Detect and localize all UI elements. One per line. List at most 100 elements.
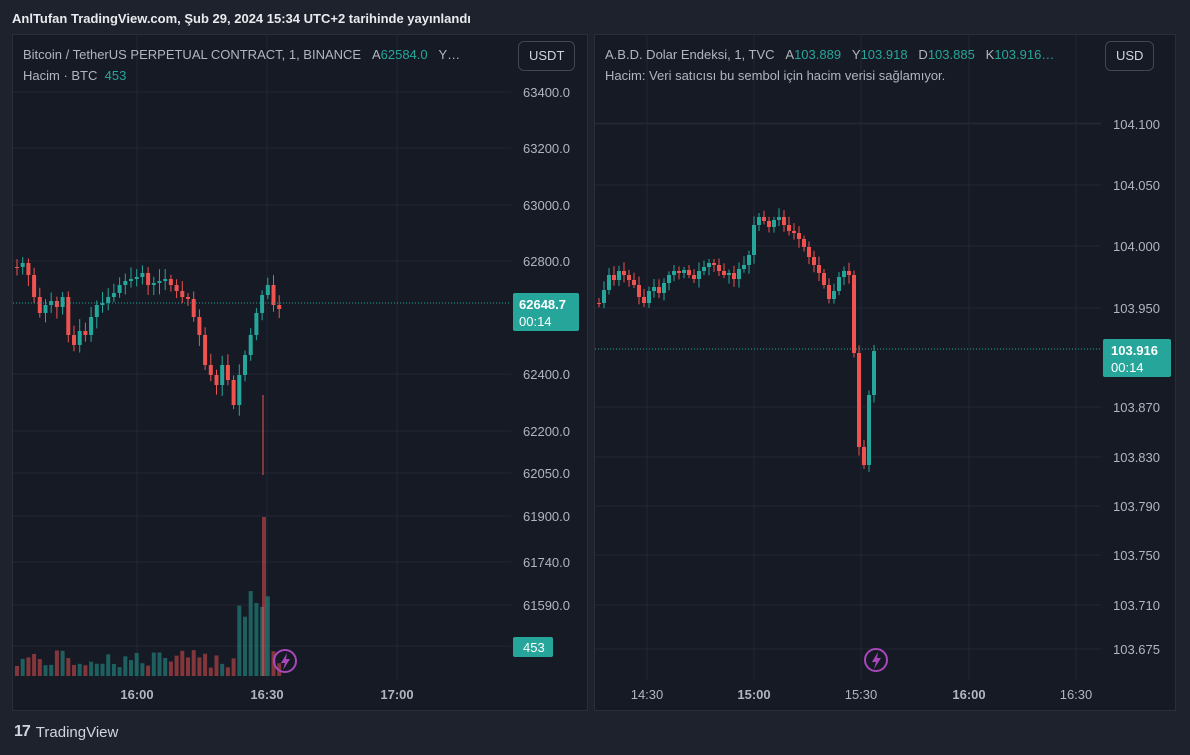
candle-body: [77, 331, 82, 345]
y-tick-label: 61900.0: [523, 509, 570, 524]
candle-body: [607, 275, 611, 290]
candle-body: [672, 271, 676, 275]
candle-body: [652, 287, 656, 291]
volume-bar: [37, 659, 42, 676]
btc-symbol[interactable]: Bitcoin / TetherUS PERPETUAL CONTRACT, 1…: [23, 47, 362, 62]
volume-bar: [100, 663, 105, 676]
candle-body: [134, 277, 139, 279]
candle-body: [129, 279, 133, 281]
candle-body: [106, 297, 111, 303]
volume-bar: [174, 655, 179, 676]
candle-body: [20, 263, 25, 267]
volume-bar: [94, 663, 99, 676]
candle-body: [867, 395, 871, 465]
candle-body: [231, 380, 236, 405]
candle-body: [15, 267, 19, 268]
dxy-l-label: D: [918, 47, 928, 62]
currency-button-usd[interactable]: USD: [1105, 41, 1155, 71]
candle-body: [722, 271, 726, 275]
volume-bar: [265, 596, 270, 676]
volume-bar: [134, 652, 139, 676]
y-tick-label: 62200.0: [523, 424, 570, 439]
volume-bar: [123, 656, 128, 676]
btc-legend[interactable]: Bitcoin / TetherUS PERPETUAL CONTRACT, 1…: [23, 47, 460, 62]
y-tick-label: 103.870: [1113, 400, 1160, 415]
candle-body: [732, 273, 736, 279]
volume-bar: [262, 517, 266, 676]
x-tick-label: 15:00: [737, 687, 770, 702]
dxy-chart-canvas[interactable]: 104.100 104.050 104.000 103.950 103.870 103.8…: [595, 35, 1176, 711]
candle-body: [225, 365, 230, 380]
candle-body: [174, 285, 179, 291]
candle-body: [842, 271, 846, 277]
volume-bar: [248, 591, 253, 676]
dxy-legend[interactable]: A.B.D. Dolar Endeksi, 1, TVC A103.889 Y1…: [605, 47, 1054, 62]
last-price-badge: [513, 293, 579, 331]
volume-bar: [237, 605, 242, 676]
candle-body: [857, 353, 861, 447]
countdown-timer: 00:14: [1111, 360, 1144, 375]
candle-body: [807, 247, 811, 257]
candle-body: [817, 265, 821, 273]
volume-bar: [83, 665, 88, 676]
volume-bar: [111, 663, 116, 676]
volume-bar: [129, 660, 133, 676]
candle-body: [43, 305, 48, 313]
candle-body: [752, 225, 756, 255]
lightning-icon: [864, 648, 888, 672]
candle-body: [852, 275, 856, 353]
volume-bar: [140, 663, 145, 676]
y-tick-label: 61590.0: [523, 598, 570, 613]
candle-body: [647, 291, 651, 303]
volume-bar: [191, 650, 196, 676]
y-tick-label: 62400.0: [523, 367, 570, 382]
candle-body: [208, 365, 213, 375]
candle-body: [123, 281, 128, 285]
candle-body: [111, 293, 116, 297]
btc-chart-canvas[interactable]: 63400.0 63200.0 63000.0 62800.0 62400.0 62200…: [13, 35, 588, 711]
candle-body: [762, 217, 766, 221]
y-tick-label: 63200.0: [523, 141, 570, 156]
candle-body: [627, 275, 631, 280]
candle-body: [243, 355, 247, 375]
candle-body: [757, 217, 761, 225]
volume-bar: [220, 663, 225, 676]
candle-body: [117, 285, 122, 293]
volume-bar: [146, 665, 151, 676]
candle-body: [637, 285, 641, 297]
y-tick-label: 62050.0: [523, 466, 570, 481]
chart-pane-dxy[interactable]: 104.100 104.050 104.000 103.950 103.870 103.8…: [594, 34, 1176, 711]
volume-bar: [49, 664, 54, 676]
y-tick-label: 61740.0: [523, 555, 570, 570]
candle-body: [702, 267, 706, 271]
dxy-symbol[interactable]: A.B.D. Dolar Endeksi, 1, TVC: [605, 47, 775, 62]
lightning-icon: [273, 649, 297, 673]
candle-body: [140, 273, 145, 277]
candle-body: [767, 221, 771, 227]
btc-volume-legend[interactable]: Hacim · BTC 453: [23, 68, 126, 83]
volume-bar: [231, 658, 236, 676]
candle-body: [163, 279, 168, 281]
candle-body: [822, 273, 826, 285]
dxy-h-label: Y: [851, 47, 861, 62]
candle-body: [271, 285, 276, 305]
volume-bar: [117, 667, 122, 676]
lightning-icon: [281, 653, 290, 670]
currency-button-usdt[interactable]: USDT: [518, 41, 576, 71]
candle-body: [622, 271, 626, 275]
chart-pane-btcusdt[interactable]: 63400.0 63200.0 63000.0 62800.0 62400.0 62200…: [12, 34, 588, 711]
candle-body: [642, 297, 646, 303]
candle-body: [802, 239, 806, 247]
candle-body: [832, 291, 836, 299]
candle-body: [692, 275, 696, 279]
last-price-value: 103.916: [1111, 343, 1158, 358]
lightning-icon: [872, 652, 881, 669]
footer-branding[interactable]: 17 TradingView: [14, 723, 118, 741]
candle-body: [837, 277, 841, 291]
candle-body: [83, 331, 88, 335]
candle-body: [772, 220, 776, 227]
published-caption: AnlTufan TradingView.com, Şub 29, 2024 1…: [12, 11, 471, 26]
candle-body: [712, 263, 716, 265]
volume-bar: [168, 661, 173, 676]
volume-bar: [180, 650, 185, 676]
